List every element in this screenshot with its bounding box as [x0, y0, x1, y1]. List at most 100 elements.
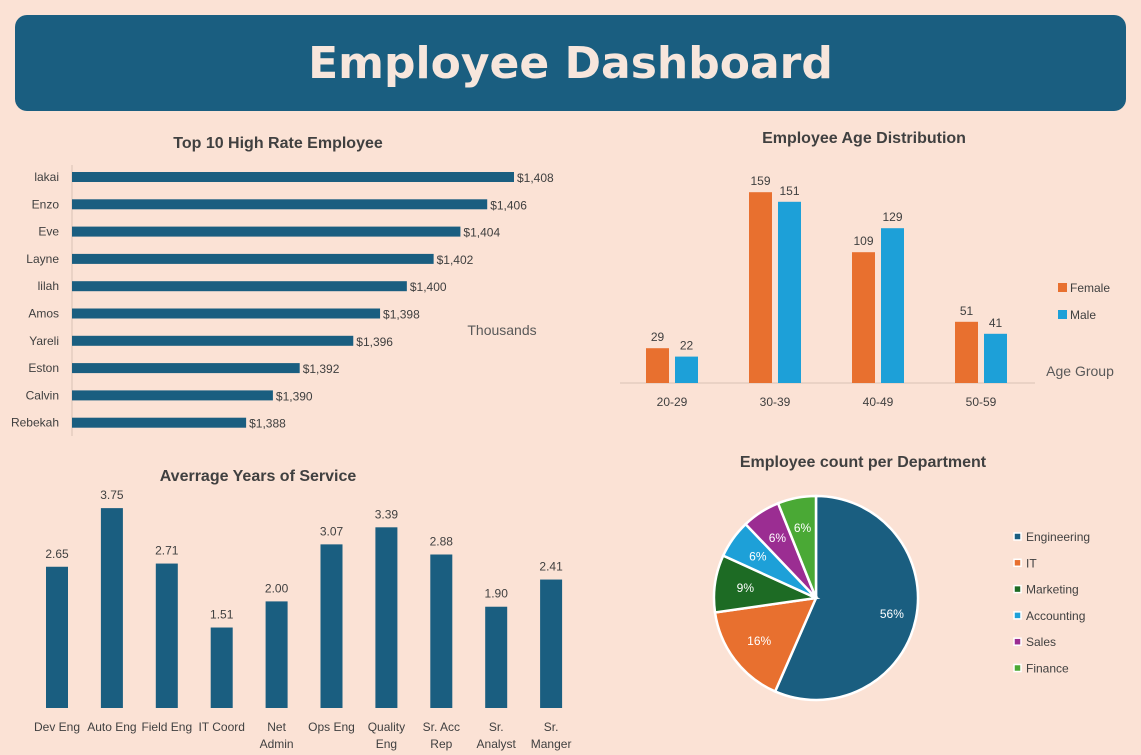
header-banner: Employee Dashboard [15, 15, 1126, 111]
data-label: 3.75 [100, 488, 124, 502]
x-tick-label: Ops Eng [308, 720, 355, 734]
pie-slice-it [713, 596, 819, 694]
x-tick-label: Net [267, 720, 286, 734]
unit-label: Thousands [467, 322, 536, 338]
category-label: lakai [34, 170, 59, 184]
bar-Enzo [72, 199, 488, 210]
pie-slice-finance [776, 494, 818, 599]
legend-swatch-marketing [1013, 584, 1022, 594]
bar-Layne [72, 253, 434, 264]
legend-swatch-finance [1013, 663, 1022, 673]
bar-Calvin [72, 390, 273, 401]
data-label: 2.41 [539, 560, 563, 574]
data-label: 159 [750, 174, 770, 188]
data-label: 2.71 [155, 544, 179, 558]
x-tick-label: Sr. Acc [423, 720, 460, 734]
slice-label: 6% [769, 531, 787, 545]
slice-label: 9% [737, 581, 755, 595]
chart-title: Employee Age Distribution [762, 130, 966, 147]
chart-title: Top 10 High Rate Employee [173, 135, 383, 152]
bar-Sr. Acc Rep [430, 554, 453, 708]
legend-label-accounting: Accounting [1026, 609, 1085, 623]
bar-Yareli [72, 335, 354, 346]
legend-swatch-engineering [1013, 532, 1022, 541]
slice-label: 56% [880, 607, 904, 621]
data-label: $1,402 [437, 253, 474, 267]
x-tick-label: Admin [260, 737, 294, 751]
bar-Rebekah [72, 417, 247, 428]
x-tick-label: 40-49 [863, 395, 894, 409]
bar-Ops Eng [320, 544, 343, 708]
bar-Field Eng [155, 563, 178, 708]
data-label: 1.90 [485, 587, 509, 601]
category-label: Amos [28, 307, 59, 321]
category-label: Eston [28, 361, 59, 375]
data-label: $1,404 [463, 226, 500, 240]
bar-male-30-39 [778, 201, 801, 383]
bar-lakai [72, 172, 514, 182]
bar-Dev Eng [46, 566, 68, 708]
x-tick-label: Quality [368, 720, 405, 734]
slice-label: 16% [747, 634, 771, 648]
bar-female-30-39 [749, 192, 772, 383]
bar-male-40-49 [881, 228, 904, 383]
data-label: 41 [989, 316, 1003, 330]
bar-Net Admin [265, 601, 288, 708]
bar-Eve [72, 226, 461, 237]
pie-slice-engineering [773, 494, 920, 702]
slice-label: 6% [794, 521, 812, 535]
legend-label-female: Female [1070, 281, 1110, 295]
category-label: Enzo [32, 197, 60, 211]
x-tick-label: 50-59 [966, 395, 997, 409]
data-label: 3.07 [320, 524, 344, 538]
slice-label: 6% [749, 550, 767, 564]
bar-female-50-59 [955, 321, 978, 383]
bar-Amos [72, 308, 381, 319]
x-tick-label: Dev Eng [34, 720, 80, 734]
data-label: 3.39 [375, 507, 399, 521]
legend-swatch-female [1058, 283, 1067, 292]
data-label: 22 [680, 339, 694, 353]
legend-swatch-male [1058, 310, 1067, 319]
data-label: 2.00 [265, 581, 289, 595]
x-tick-label: Sr. [544, 720, 559, 734]
data-label: 51 [960, 304, 974, 318]
data-label: 29 [651, 330, 665, 344]
legend-label-engineering: Engineering [1026, 530, 1090, 544]
bar-Auto Eng [100, 508, 123, 708]
x-tick-label: Analyst [477, 737, 517, 751]
x-tick-label: Eng [376, 737, 397, 751]
data-label: $1,392 [303, 362, 340, 376]
bar-female-20-29 [646, 348, 669, 383]
x-axis-title: Age Group [1046, 363, 1114, 379]
chart-title: Employee count per Department [740, 454, 987, 471]
data-label: 109 [853, 234, 873, 248]
data-label: $1,398 [383, 308, 420, 322]
chart-title: Averrage Years of Service [160, 468, 357, 485]
bar-Eston [72, 363, 300, 374]
data-label: $1,396 [356, 335, 393, 349]
category-label: lilah [38, 279, 59, 293]
data-label: 2.88 [430, 534, 454, 548]
bar-Quality Eng [375, 527, 398, 708]
data-label: $1,400 [410, 280, 447, 294]
x-tick-label: IT Coord [198, 720, 244, 734]
category-label: Eve [38, 225, 59, 239]
legend-label-it: IT [1026, 556, 1037, 570]
legend-swatch-sales [1013, 637, 1022, 646]
x-tick-label: Manger [531, 737, 572, 751]
data-label: 151 [779, 184, 799, 198]
bar-lilah [72, 281, 407, 292]
legend-swatch-accounting [1013, 611, 1022, 620]
bar-Sr. Manger [540, 579, 563, 708]
data-label: 129 [882, 210, 902, 224]
data-label: 1.51 [210, 608, 234, 622]
legend-swatch-it [1013, 558, 1022, 568]
data-label: $1,408 [517, 171, 554, 185]
bar-male-50-59 [984, 333, 1007, 383]
data-label: 2.65 [45, 547, 69, 561]
bar-male-20-29 [675, 356, 698, 383]
legend-label-sales: Sales [1026, 635, 1056, 649]
category-label: Rebekah [11, 416, 59, 430]
